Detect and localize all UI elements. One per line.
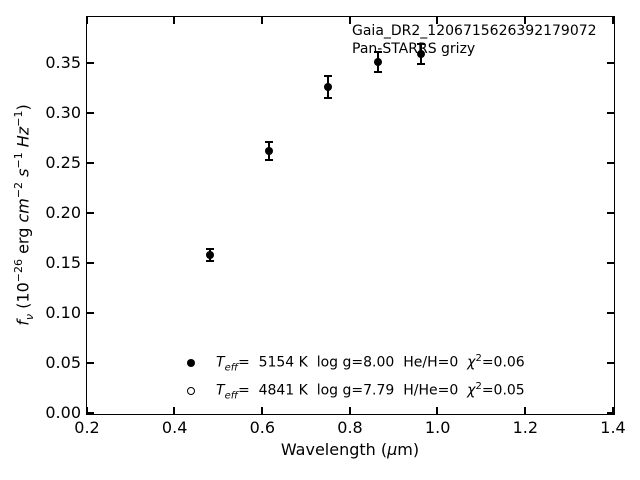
y-tick-right (606, 311, 614, 314)
error-bar-cap-bottom (416, 62, 425, 65)
teff-subscript: eff (224, 362, 238, 374)
y-tick-label: 0.20 (45, 203, 81, 222)
error-bar-cap-top (324, 74, 333, 77)
annotation-block: Gaia_DR2_1206715626392179072 Pan-STARRS … (352, 22, 597, 58)
x-tick-label: 1.2 (512, 418, 539, 437)
y-tick-right (606, 161, 614, 164)
y-tick (86, 361, 94, 364)
chi-exponent: 2 (475, 380, 482, 392)
y-tick (86, 211, 94, 214)
photometry-annotation: Pan-STARRS grizy (352, 41, 476, 57)
y-tick-label: 0.05 (45, 353, 81, 372)
y-tick-right (606, 211, 614, 214)
filled-circle-marker-icon (187, 359, 195, 367)
teff-symbol: T (216, 354, 225, 371)
y-tick-right (606, 61, 614, 64)
x-tick (611, 406, 614, 414)
y-tick (86, 161, 94, 164)
x-tick-top (85, 16, 88, 24)
x-tick-top (611, 16, 614, 24)
y-tick-right (606, 111, 614, 114)
target-name-annotation: Gaia_DR2_1206715626392179072 (352, 23, 597, 39)
x-tick-label: 0.4 (161, 418, 188, 437)
y-tick-right (606, 361, 614, 364)
error-bar-cap-top (416, 42, 425, 45)
x-tick (173, 406, 176, 414)
y-tick (86, 311, 94, 314)
y-tick (86, 411, 94, 414)
y-tick-label: 0.15 (45, 253, 81, 272)
error-bar-cap-bottom (324, 96, 333, 99)
data-point-marker (324, 82, 333, 91)
xlabel-text: Wavelength ( (280, 440, 388, 459)
x-tick-label: 0.6 (249, 418, 276, 437)
x-tick-label: 1.0 (424, 418, 451, 437)
legend-label-model1: Teff= 5154 K log g=8.00 He/H=0 χ2=0.06 (216, 353, 525, 373)
x-tick-top (523, 16, 526, 24)
y-tick-label: 0.25 (45, 153, 81, 172)
chi-exponent: 2 (475, 352, 482, 364)
chi-value: =0.05 (481, 382, 525, 399)
y-tick (86, 261, 94, 264)
y-tick-label: 0.30 (45, 103, 81, 122)
data-point-marker (265, 146, 274, 155)
legend-row-model2: Teff= 4841 K log g=7.79 H/He=0 χ2=0.05 (187, 381, 525, 401)
x-tick-label: 0.2 (74, 418, 100, 437)
x-tick (85, 406, 88, 414)
data-point-marker (416, 49, 425, 58)
data-point-marker (374, 57, 383, 66)
x-tick-top (436, 16, 439, 24)
exponent: −2 (12, 181, 26, 199)
legend-row-model1: Teff= 5154 K log g=8.00 He/H=0 χ2=0.06 (187, 353, 525, 373)
legend-params-text: = 5154 K log g=8.00 He/H=0 (237, 354, 468, 371)
error-bar-cap-bottom (374, 70, 383, 73)
open-circle-marker-icon (187, 387, 195, 395)
x-tick (348, 406, 351, 414)
y-tick-label: 0.35 (45, 53, 81, 72)
xlabel-unit: m) (397, 440, 420, 459)
mu-symbol: μ (387, 440, 398, 459)
y-tick-right (606, 261, 614, 264)
plot-area (85, 15, 615, 415)
y-tick (86, 111, 94, 114)
x-tick-top (173, 16, 176, 24)
legend-params-text: = 4841 K log g=7.79 H/He=0 (237, 382, 468, 399)
chi-value: =0.06 (481, 354, 525, 371)
spacer (14, 177, 33, 182)
spacer (14, 147, 33, 152)
x-tick (523, 406, 526, 414)
chi-symbol: χ (467, 354, 476, 371)
y-tick (86, 61, 94, 64)
error-bar-cap-bottom (205, 259, 214, 262)
legend-label-model2: Teff= 4841 K log g=7.79 H/He=0 χ2=0.05 (216, 381, 525, 401)
x-tick (436, 406, 439, 414)
chi-symbol: χ (467, 382, 476, 399)
x-axis-label: Wavelength (μm) (281, 440, 419, 459)
error-bar-cap-top (265, 140, 274, 143)
error-bar-cap-top (205, 247, 214, 250)
error-bar-cap-top (374, 50, 383, 53)
hz-unit: Hz (13, 126, 33, 148)
y-tick-right (606, 411, 614, 414)
error-bar-cap-bottom (265, 158, 274, 161)
teff-subscript: eff (224, 390, 238, 402)
x-tick-label: 0.8 (337, 418, 363, 437)
y-tick-label: 0.10 (45, 303, 81, 322)
x-tick (260, 406, 263, 414)
y-tick-label: 0.00 (45, 403, 81, 422)
x-tick-top (348, 16, 351, 24)
teff-symbol: T (216, 382, 225, 399)
x-tick-label: 1.4 (600, 418, 626, 437)
data-point-marker (205, 250, 214, 259)
x-tick-top (260, 16, 263, 24)
